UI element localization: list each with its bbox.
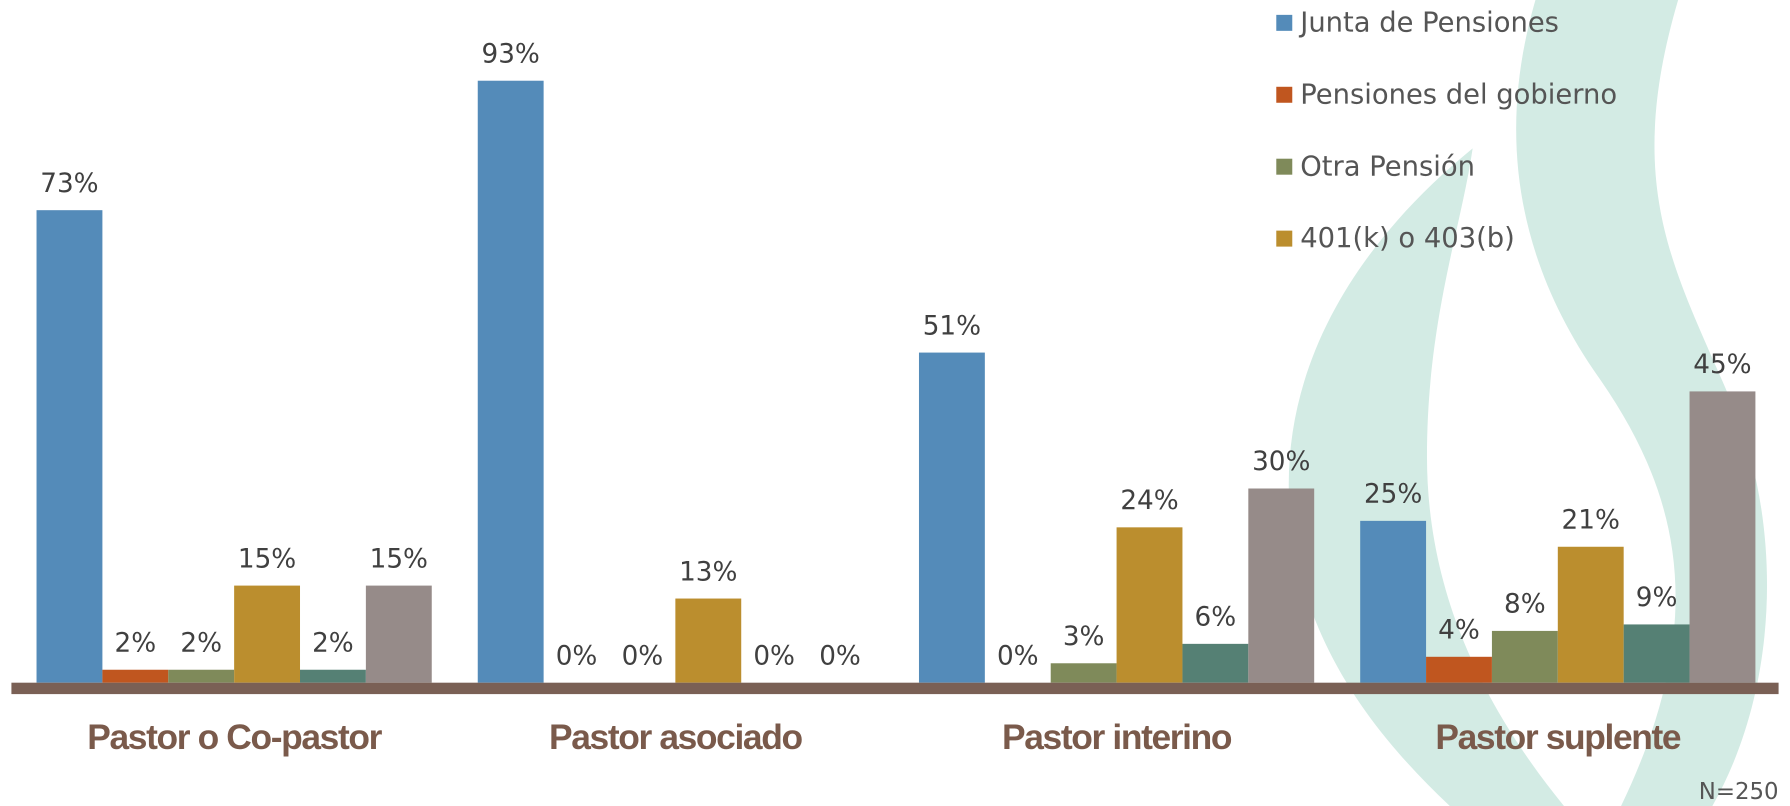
bar [168,670,234,683]
bar [1624,624,1690,682]
bar [300,670,366,683]
value-label: 0% [819,641,861,671]
value-label: 9% [1636,583,1678,613]
bar [1248,489,1314,683]
value-label: 73% [40,169,98,199]
category-label: Pastor suplente [1435,718,1681,757]
plot-area: 73% 2% 2% 15% 2% 15% 93% 0% 0% 13% 0% 0% 51% 0% 3% 24% 6… [37,39,1756,682]
value-label: 8% [1504,590,1546,620]
legend-label: Pensiones del gobierno [1300,79,1617,110]
legend-label: Junta de Pensiones [1298,7,1559,38]
legend-swatch [1276,15,1292,31]
value-label: 3% [1063,622,1105,652]
value-label: 6% [1195,603,1237,633]
bar [1117,527,1183,682]
legend-swatch [1276,231,1292,247]
value-label: 2% [180,628,222,658]
value-label: 0% [997,641,1039,671]
legend-swatch [1276,87,1292,103]
value-label: 24% [1120,486,1178,516]
bar [1558,547,1624,683]
value-label: 25% [1364,480,1422,510]
bar [1690,391,1756,682]
value-label: 30% [1252,447,1310,477]
category-label: Pastor asociado [549,718,802,757]
value-label: 51% [923,311,981,341]
bar [102,670,168,683]
legend-label: 401(k) o 403(b) [1300,223,1515,254]
category-label: Pastor interino [1002,718,1232,757]
value-label: 21% [1562,505,1620,535]
value-label: 93% [482,39,540,69]
bar [1360,521,1426,683]
value-label: 0% [753,641,795,671]
bar [1182,644,1248,683]
bar [366,586,432,683]
value-label: 0% [556,641,598,671]
bar [1426,657,1492,683]
value-label: 45% [1693,350,1751,380]
value-label: 0% [622,641,664,671]
bar [675,599,741,683]
bar [478,81,544,683]
value-label: 2% [312,628,354,658]
bar [234,586,300,683]
bar [1492,631,1558,683]
value-label: 13% [679,557,737,587]
value-label: 2% [115,628,157,658]
legend-swatch [1276,159,1292,175]
legend-label: Otra Pensión [1300,151,1475,182]
value-label: 15% [370,544,428,574]
value-label: 4% [1438,616,1480,646]
baseline-axis [11,683,1778,694]
value-label: 15% [238,544,296,574]
sample-size-note: N=250 [1699,779,1779,805]
page: {"chart_data": {"type": "bar", "categori… [0,0,1790,806]
bar [37,210,103,683]
bar [1051,663,1117,682]
chart: 73% 2% 2% 15% 2% 15% 93% 0% 0% 13% 0% 0% 51% 0% 3% 24% 6… [0,0,1790,806]
bar [919,353,985,683]
category-label: Pastor o Co-pastor [87,718,382,757]
